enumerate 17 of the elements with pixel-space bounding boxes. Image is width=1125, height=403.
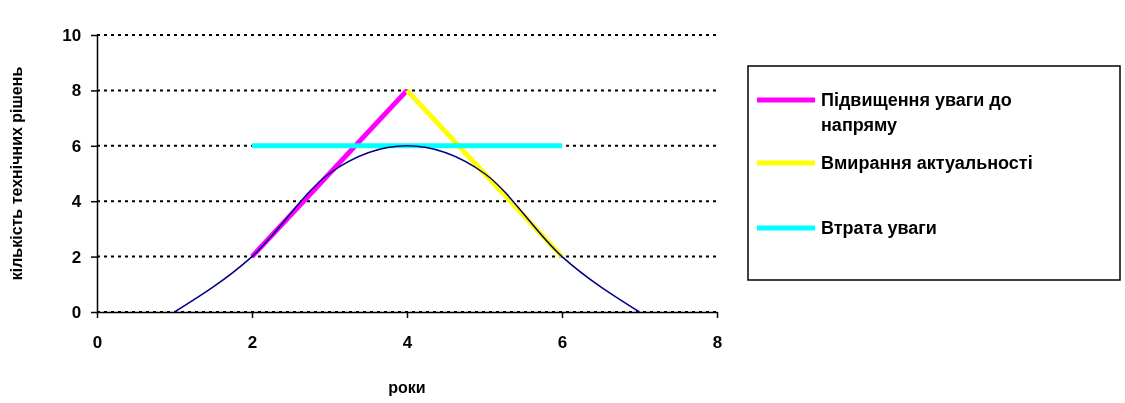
y-tick-label: 2 <box>71 247 82 267</box>
x-tick-label: 0 <box>92 333 103 353</box>
x-axis-title: роки <box>388 379 426 396</box>
y-tick-label: 0 <box>71 302 82 322</box>
legend-label: Втрата уваги <box>821 218 937 238</box>
y-tick-label: 4 <box>71 192 82 212</box>
x-tick-label: 8 <box>712 333 723 353</box>
legend-label: Підвищення уваги до напряму <box>821 90 1012 135</box>
x-tick-label: 4 <box>402 333 413 353</box>
y-tick-label: 6 <box>71 136 82 156</box>
line-series <box>173 145 641 313</box>
x-tick-label: 6 <box>557 333 568 353</box>
y-tick-label: 8 <box>71 81 82 101</box>
legend-label: Вмирання актуальності <box>821 153 1033 173</box>
y-tick-label: 10 <box>62 25 82 45</box>
x-tick-label: 2 <box>247 333 258 353</box>
y-axis-title: кількість технічних рішень <box>8 66 25 281</box>
